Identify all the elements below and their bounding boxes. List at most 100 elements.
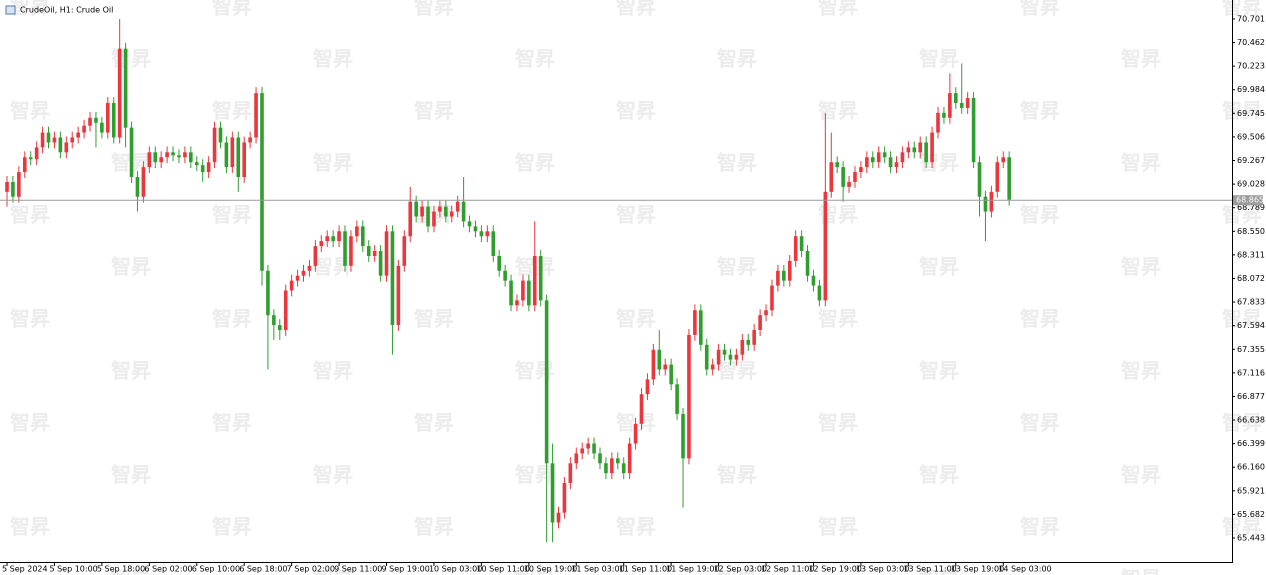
candle-body [544,300,549,464]
candle-body [621,463,626,474]
watermark: 智昇 [717,567,757,575]
candle-body [888,157,893,168]
candle-body [212,127,217,163]
candle-body [882,152,887,158]
candle-body [183,152,187,158]
x-tick-label: 10 Sep 03:00 [429,565,482,574]
candle-body [734,354,739,360]
candle-body [580,448,585,454]
watermark: 智昇 [1121,359,1161,383]
y-tick-label: 67.116 [1237,368,1265,377]
y-tick-label: 65.682 [1237,510,1265,519]
watermark: 智昇 [1222,411,1262,435]
watermark: 智昇 [1222,203,1262,227]
candle-body [989,191,994,212]
watermark: 智昇 [919,567,959,575]
candle-body [1001,157,1006,163]
watermark: 智昇 [1121,47,1161,71]
candle-body [135,177,140,197]
watermark: 智昇 [919,47,959,71]
watermark: 智昇 [515,359,555,383]
watermark: 智昇 [414,515,454,539]
candle-body [473,226,478,232]
candle-body [307,265,312,271]
candle-body [532,255,537,306]
y-tick-label: 69.267 [1237,156,1265,165]
candle-body [740,339,745,355]
candle-body [965,98,970,108]
candle-body [218,127,223,143]
candle-body [728,354,733,360]
candle-body [509,280,513,306]
x-tick-label: 12 Sep 19:00 [808,565,861,574]
candle-body [722,349,727,355]
candle-body [171,152,175,156]
y-tick-label: 66.877 [1237,392,1265,401]
candle-body [835,162,839,168]
candle-body [64,142,69,153]
y-tick-label: 68.311 [1237,250,1265,259]
candle-body [527,280,531,306]
candle-body [752,330,756,345]
x-tick-label: 11 Sep 19:00 [666,565,719,574]
y-tick-label: 65.921 [1237,486,1265,495]
watermark: 智昇 [515,47,555,71]
candle-body [805,251,810,276]
watermark: 智昇 [818,99,858,123]
candle-body [793,236,798,261]
watermark: 智昇 [212,203,252,227]
y-tick-label: 69.745 [1237,109,1265,118]
candle-body [28,157,33,160]
candle-body [438,206,442,212]
candle-body [159,157,163,163]
candle-body [426,206,430,227]
candle-body [224,142,229,168]
watermark: 智昇 [212,515,252,539]
watermark: 智昇 [10,307,50,331]
candle-body [325,236,330,242]
candle-body [301,270,306,276]
candle-body [586,443,590,449]
watermark: 智昇 [818,307,858,331]
watermark: 智昇 [10,0,50,19]
x-tick-label: 6 Sep 10:00 [192,565,240,574]
watermark: 智昇 [919,463,959,487]
watermark: 智昇 [616,0,656,19]
candle-body [669,364,673,385]
candle-body [811,275,816,286]
last-price-label: 68.865 [1236,196,1264,205]
candle-body [408,201,413,237]
watermark: 智昇 [111,359,151,383]
candle-body [331,236,335,242]
y-tick-label: 70.462 [1237,38,1265,47]
candle-body [283,290,288,331]
candle-body [289,280,294,291]
candle-body [693,310,697,335]
x-tick-label: 11 Sep 11:00 [619,565,672,574]
candle-body [372,251,377,256]
watermark: 智昇 [1121,151,1161,175]
candle-body [194,162,199,166]
x-tick-label: 6 Sep 02:00 [144,565,192,574]
candle-body [248,137,252,143]
x-tick-label: 9 Sep 19:00 [382,565,430,574]
watermark: 智昇 [919,359,959,383]
candle-body [11,181,15,197]
watermark: 智昇 [1222,99,1262,123]
y-tick-label: 69.028 [1237,180,1265,189]
watermark: 智昇 [313,151,353,175]
watermark: 智昇 [1020,515,1060,539]
candle-body [40,132,45,148]
candle-body [663,364,668,370]
candle-body [598,453,602,464]
watermark: 智昇 [414,0,454,19]
candle-body [556,512,561,523]
x-tick-label: 14 Sep 03:00 [998,565,1051,574]
watermark: 智昇 [1222,515,1262,539]
watermark: 智昇 [414,307,454,331]
y-tick-label: 69.984 [1237,85,1265,94]
candle-body [936,112,940,133]
candle-body [337,231,341,242]
candle-body [657,349,662,370]
